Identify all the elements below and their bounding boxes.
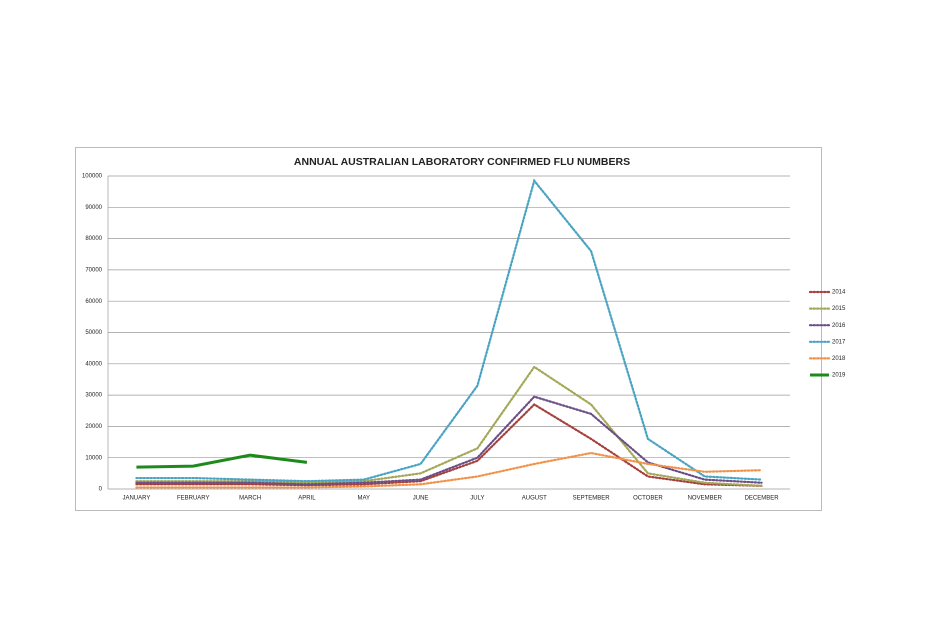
legend-label: 2015 [832, 306, 846, 312]
series-line [135, 365, 763, 487]
x-tick-label: OCTOBER [633, 496, 663, 502]
y-tick-label: 60000 [85, 299, 102, 305]
series-line [135, 451, 763, 489]
legend-label: 2014 [832, 290, 846, 296]
legend-label: 2018 [832, 356, 846, 362]
y-tick-label: 30000 [85, 393, 102, 399]
series-line [136, 453, 308, 469]
x-tick-label: FEBRUARY [177, 496, 210, 502]
x-tick-label: JUNE [413, 496, 429, 502]
x-tick-label: APRIL [298, 496, 316, 502]
y-tick-label: 70000 [85, 267, 102, 273]
y-tick-label: 100000 [82, 174, 103, 180]
x-tick-label: MAY [357, 496, 370, 502]
chart-frame [75, 147, 822, 511]
legend-label: 2017 [832, 339, 846, 345]
x-tick-label: JANUARY [122, 496, 150, 502]
x-tick-label: DECEMBER [745, 496, 780, 502]
y-tick-label: 90000 [85, 205, 102, 211]
y-tick-label: 50000 [85, 330, 102, 336]
y-tick-label: 20000 [85, 424, 102, 430]
legend-label: 2016 [832, 323, 846, 329]
x-tick-label: NOVEMBER [688, 496, 723, 502]
y-tick-label: 80000 [85, 236, 102, 242]
series-line [135, 178, 763, 483]
chart-title: ANNUAL AUSTRALIAN LABORATORY CONFIRMED F… [294, 156, 630, 168]
legend-label: 2019 [832, 373, 846, 379]
x-tick-label: AUGUST [522, 496, 547, 502]
series-line [135, 403, 763, 487]
x-tick-label: SEPTEMBER [573, 496, 611, 502]
x-tick-label: JULY [470, 496, 484, 502]
x-tick-label: MARCH [239, 496, 261, 502]
y-tick-label: 0 [99, 487, 103, 493]
y-tick-label: 40000 [85, 361, 102, 367]
y-tick-label: 10000 [85, 455, 102, 461]
